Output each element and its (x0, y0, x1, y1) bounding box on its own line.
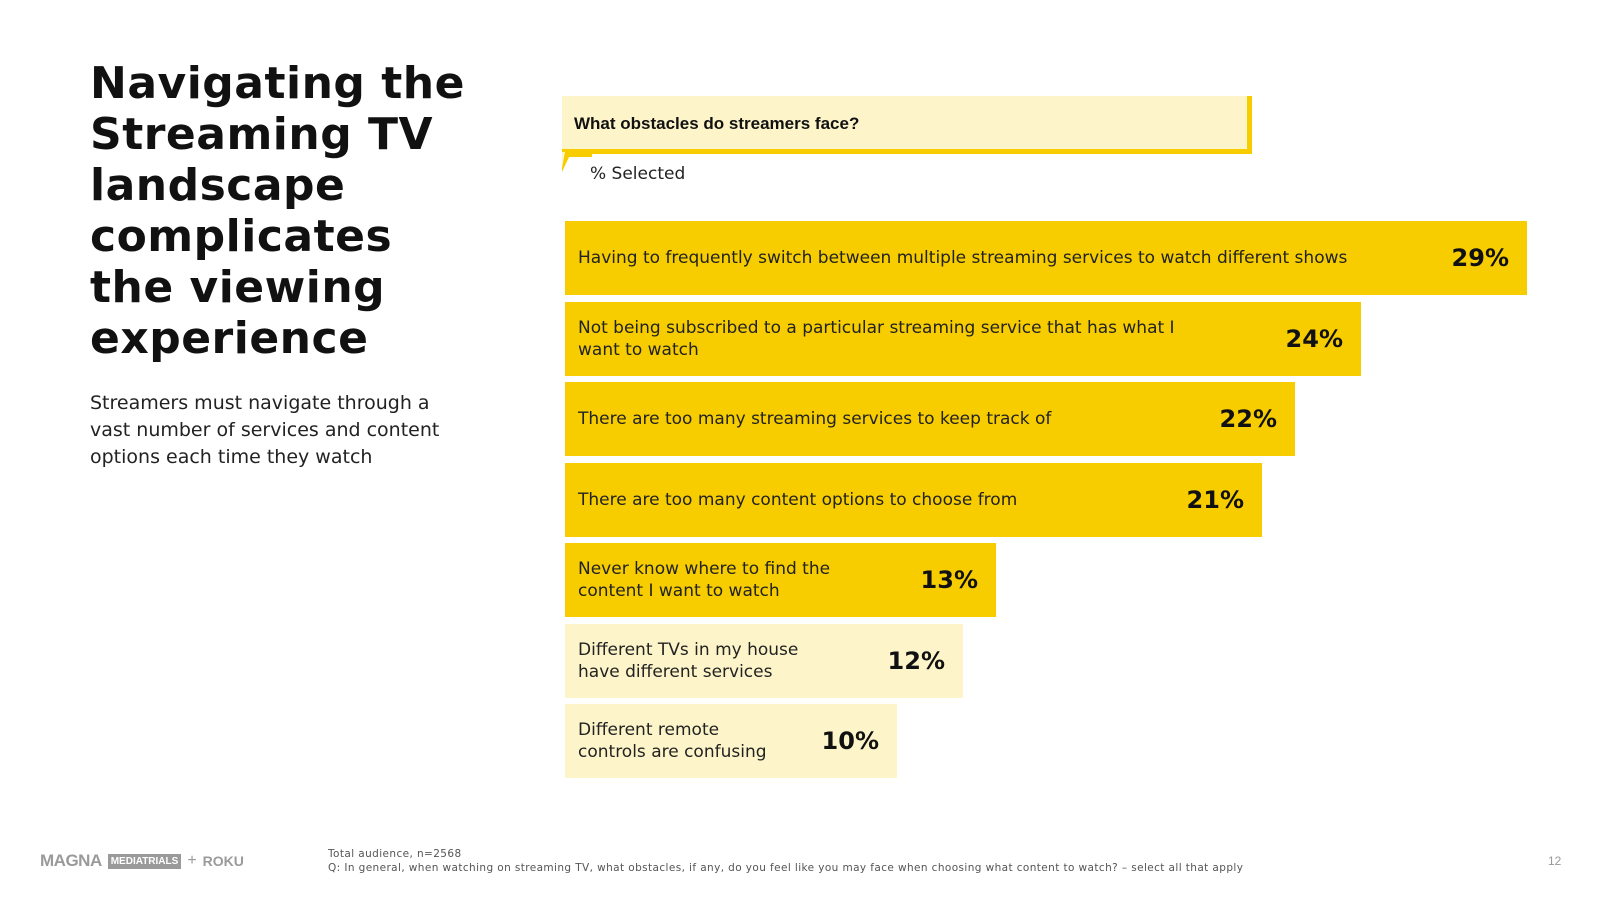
bar-value-label: 13% (920, 566, 978, 594)
bar-value-label: 10% (821, 727, 879, 755)
magna-logo: MAGNA (40, 851, 102, 870)
question-text: What obstacles do streamers face? (574, 114, 860, 133)
footnote-sample: Total audience, n=2568 (328, 848, 462, 860)
bar-7: Different remote controls are confusing 1… (565, 704, 897, 778)
bar-label: There are too many streaming services to… (578, 409, 1052, 429)
bar-label: Different remote controls are confusing (578, 720, 767, 762)
page-title: Navigating the Streaming TV landscape co… (90, 58, 465, 364)
question-callout: What obstacles do streamers face? (562, 96, 1252, 154)
bar-value-label: 29% (1451, 244, 1509, 272)
bar-2: Not being subscribed to a particular str… (565, 302, 1361, 376)
plus-sign: + (187, 852, 197, 869)
unit-label: % Selected (590, 164, 686, 184)
bar-label: There are too many content options to ch… (578, 490, 1018, 510)
bar-6: Different TVs in my house have different… (565, 624, 963, 698)
footnote-question: Q: In general, when watching on streamin… (328, 862, 1244, 874)
bar-label: Different TVs in my house have different… (578, 640, 799, 682)
page-number: 12 (1548, 854, 1562, 868)
bar-value-label: 24% (1285, 325, 1343, 353)
footnote: Total audience, n=2568 Q: In general, wh… (328, 847, 1243, 875)
bar-label: Never know where to find the content I w… (578, 559, 831, 601)
bar-3: There are too many streaming services to… (565, 382, 1295, 456)
bar-value-label: 12% (887, 647, 945, 675)
logo-row: MAGNA MEDIATRIALS + ROKU (40, 851, 244, 871)
mediatrials-logo: MEDIATRIALS (107, 853, 182, 869)
page-subtitle: Streamers must navigate through a vast n… (90, 392, 440, 468)
bar-label: Having to frequently switch between mult… (578, 248, 1348, 268)
callout-tail-icon (562, 152, 592, 172)
bar-1: Having to frequently switch between mult… (565, 221, 1527, 295)
bar-label: Not being subscribed to a particular str… (578, 318, 1175, 360)
bar-4: There are too many content options to ch… (565, 463, 1262, 537)
roku-logo: ROKU (202, 853, 244, 869)
bar-value-label: 22% (1219, 405, 1277, 433)
bar-value-label: 21% (1186, 486, 1244, 514)
bar-5: Never know where to find the content I w… (565, 543, 996, 617)
